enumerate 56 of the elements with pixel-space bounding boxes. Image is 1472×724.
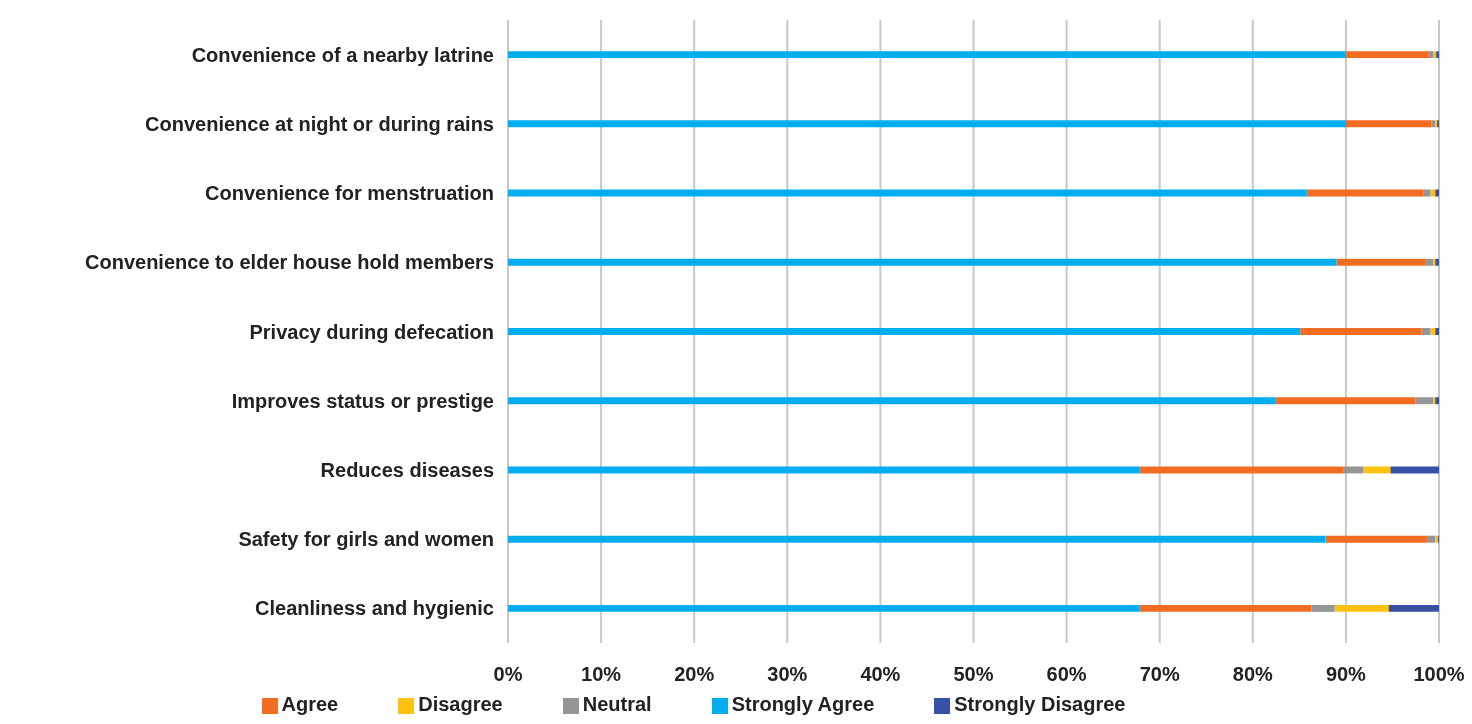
legend-label: Agree [281,693,339,715]
bar [508,535,1326,543]
bar [1388,604,1439,612]
bar [508,397,1276,405]
bar [1423,189,1431,197]
x-tick-label: 0% [493,663,523,686]
bar [1343,466,1364,474]
y-tick-label: Convenience to elder house hold members [85,251,494,274]
bar [1300,328,1422,335]
y-tick-label: Convenience of a nearby latrine [191,43,494,66]
x-tick-label: 10% [581,663,622,686]
bar [1435,328,1439,335]
x-tick-label: 20% [674,663,715,686]
legend-label: Neutral [582,693,652,715]
bar [508,189,1307,197]
bar [1306,189,1424,197]
bar [1425,258,1434,266]
y-tick-label: Safety for girls and women [238,528,494,551]
y-tick-label: Improves status or prestige [231,389,494,412]
bar [1336,258,1426,266]
bar [1426,535,1436,543]
bar [1139,604,1312,612]
bar [1275,397,1416,405]
x-tick-label: 70% [1139,663,1180,686]
bar [1311,604,1335,612]
x-tick-label: 60% [1046,663,1087,686]
bar [508,258,1337,266]
bar [508,328,1301,335]
legend-label: Strongly Disagree [954,693,1126,715]
y-tick-label: Convenience for menstruation [205,182,494,205]
bar [1415,397,1434,405]
bar [1435,189,1439,197]
legend-label: Strongly Agree [731,693,875,715]
legend-label: Disagree [418,693,503,715]
x-tick-label: 50% [953,663,994,686]
bar [508,466,1140,474]
bar [508,120,1346,128]
bar [1334,604,1389,612]
y-tick-label: Convenience at night or during rains [145,112,494,135]
x-tick-label: 40% [860,663,901,686]
y-tick-label: Privacy during defecation [249,320,494,343]
x-tick-label: 30% [767,663,808,686]
bar [1325,535,1427,543]
bar [1345,120,1432,128]
bar [1421,328,1431,335]
bar [508,604,1140,612]
x-tick-label: 100% [1413,663,1465,686]
x-tick-label: 90% [1325,663,1367,686]
bar [1363,466,1391,474]
bar [1344,51,1429,59]
x-tick-label: 80% [1232,663,1274,686]
bar [508,51,1345,59]
bar [1139,466,1344,474]
bar [1390,466,1439,474]
y-tick-label: Cleanliness and hygienic [255,597,494,620]
y-tick-label: Reduces diseases [320,459,494,482]
